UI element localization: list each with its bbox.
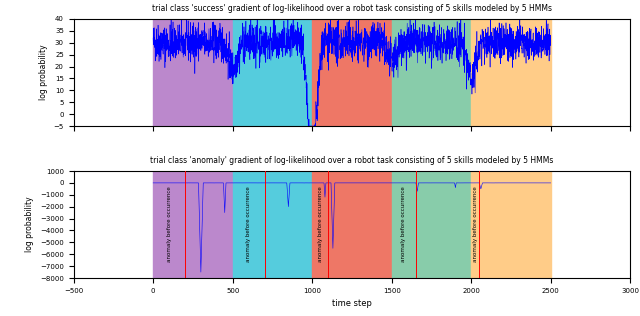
Bar <box>233 19 312 126</box>
Text: anomaly before occurrence: anomaly before occurrence <box>401 187 406 262</box>
Bar <box>312 171 392 278</box>
Bar <box>471 171 551 278</box>
Bar <box>233 171 312 278</box>
Text: anomaly before occurrence: anomaly before occurrence <box>166 187 172 262</box>
Bar <box>471 19 551 126</box>
Bar <box>153 19 233 126</box>
Title: trial class 'anomaly' gradient of log-likelihood over a robot task consisting of: trial class 'anomaly' gradient of log-li… <box>150 156 554 165</box>
Bar <box>392 19 471 126</box>
Y-axis label: log probability: log probability <box>26 197 35 252</box>
Text: anomaly before occurrence: anomaly before occurrence <box>246 187 251 262</box>
X-axis label: time step: time step <box>332 299 372 308</box>
Bar <box>392 171 471 278</box>
Bar <box>153 171 233 278</box>
Text: anomaly before occurrence: anomaly before occurrence <box>317 187 323 262</box>
Bar <box>312 19 392 126</box>
Title: trial class 'success' gradient of log-likelihood over a robot task consisting of: trial class 'success' gradient of log-li… <box>152 3 552 13</box>
Text: anomaly before occurrence: anomaly before occurrence <box>473 187 478 262</box>
Y-axis label: log probability: log probability <box>39 45 48 100</box>
